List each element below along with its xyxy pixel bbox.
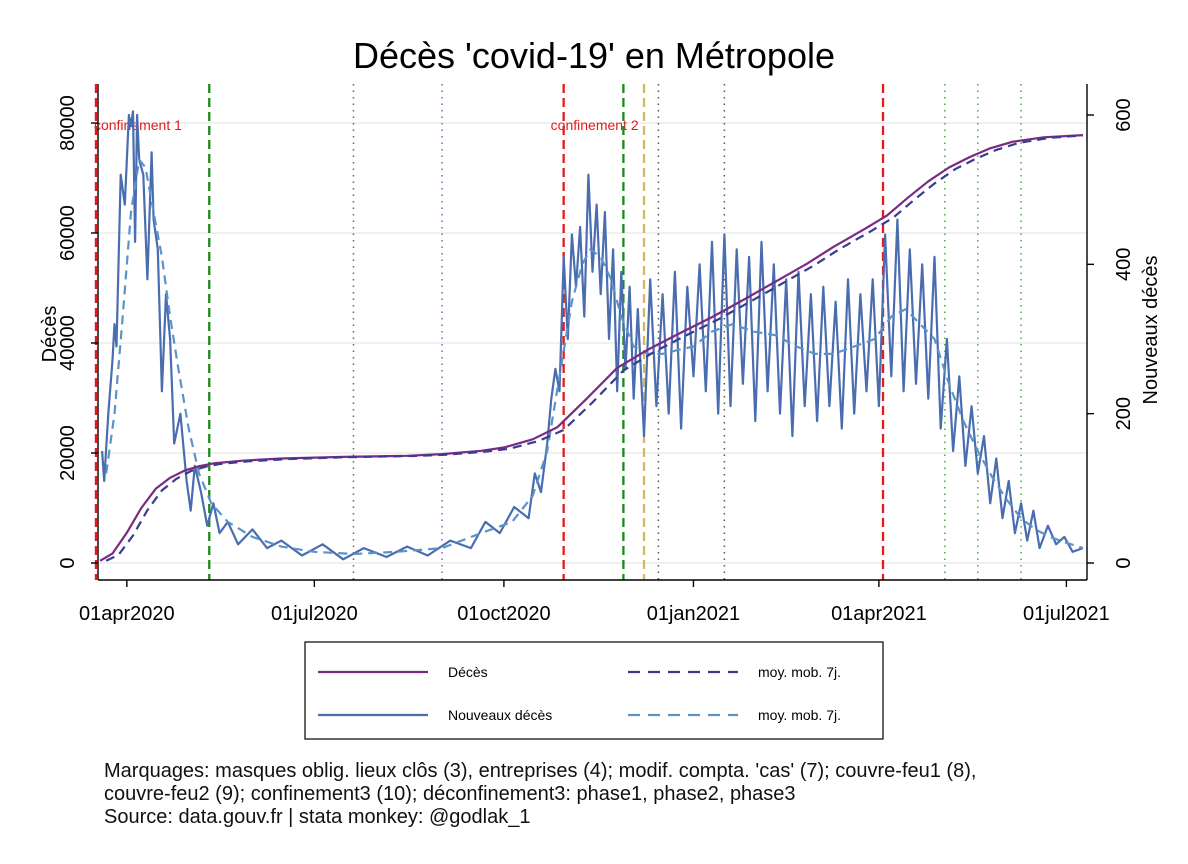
event-label: confinement 2 [551, 117, 639, 133]
grid [98, 122, 1087, 564]
x-tick-label: 01jul2020 [271, 603, 358, 625]
legend-box [304, 641, 884, 740]
chart: Décès 'covid-19' en Métropole confinemen… [39, 35, 1162, 740]
y-tick-label-right: 0 [1113, 557, 1135, 568]
y-tick-label-left: 40000 [57, 315, 79, 371]
x-tick-label: 01apr2021 [831, 603, 927, 625]
series-deces-avg [105, 134, 1083, 562]
x-tick-label: 01jul2021 [1023, 603, 1110, 625]
axes: 0 20000 40000 60000 80000 0 200 400 600 01apr2020… [57, 84, 1135, 625]
y-tick-label-left: 20000 [57, 425, 79, 481]
y-axis-label-left: Décès [39, 306, 61, 363]
y-tick-label-left: 60000 [57, 205, 79, 261]
note-line-3: Source: data.gouv.fr | stata monkey: @go… [104, 806, 531, 828]
y-tick-label-left: 80000 [57, 95, 79, 151]
legend-label: moy. mob. 7j. [758, 664, 841, 680]
y-tick-label-right: 400 [1113, 248, 1135, 281]
x-tick-label: 01jan2021 [647, 603, 740, 625]
series-nouveaux-deces [101, 110, 1084, 561]
x-tick-label: 01apr2020 [79, 603, 175, 625]
legend: Décès moy. mob. 7j. Nouveaux décès moy. mob… [304, 641, 884, 740]
series-deces [99, 134, 1083, 562]
y-tick-label-right: 600 [1113, 98, 1135, 131]
legend-label: moy. mob. 7j. [758, 707, 841, 723]
y-axis-label-right: Nouveaux décès [1140, 256, 1162, 405]
y-tick-label-right: 200 [1113, 397, 1135, 430]
chart-title: Décès 'covid-19' en Métropole [353, 35, 835, 76]
x-tick-label: 01oct2020 [457, 603, 550, 625]
legend-label: Décès [448, 664, 488, 680]
legend-label: Nouveaux décès [448, 707, 552, 723]
y-tick-label-left: 0 [57, 557, 79, 568]
series-layer [99, 110, 1084, 562]
series-nouveaux-avg [105, 158, 1084, 556]
note-line-1: Marquages: masques oblig. lieux clôs (3)… [104, 760, 977, 782]
note-line-2: couvre-feu2 (9); confinement3 (10); déco… [104, 783, 796, 805]
